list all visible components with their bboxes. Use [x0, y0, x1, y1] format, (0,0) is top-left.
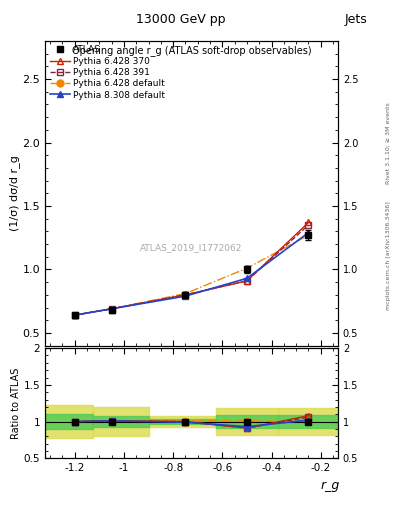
Text: mcplots.cern.ch [arXiv:1306.3436]: mcplots.cern.ch [arXiv:1306.3436]	[386, 202, 391, 310]
Text: Opening angle r_g (ATLAS soft-drop observables): Opening angle r_g (ATLAS soft-drop obser…	[72, 46, 311, 56]
Y-axis label: (1/σ) dσ/d r_g: (1/σ) dσ/d r_g	[9, 155, 20, 231]
Y-axis label: Ratio to ATLAS: Ratio to ATLAS	[11, 368, 21, 439]
Text: ATLAS_2019_I1772062: ATLAS_2019_I1772062	[140, 244, 243, 252]
Legend: ATLAS, Pythia 6.428 370, Pythia 6.428 391, Pythia 6.428 default, Pythia 8.308 de: ATLAS, Pythia 6.428 370, Pythia 6.428 39…	[48, 44, 167, 101]
Text: 13000 GeV pp: 13000 GeV pp	[136, 13, 226, 26]
Text: Rivet 3.1.10; ≥ 3M events: Rivet 3.1.10; ≥ 3M events	[386, 102, 391, 184]
Text: r_g: r_g	[321, 479, 340, 492]
Text: Jets: Jets	[345, 13, 367, 26]
